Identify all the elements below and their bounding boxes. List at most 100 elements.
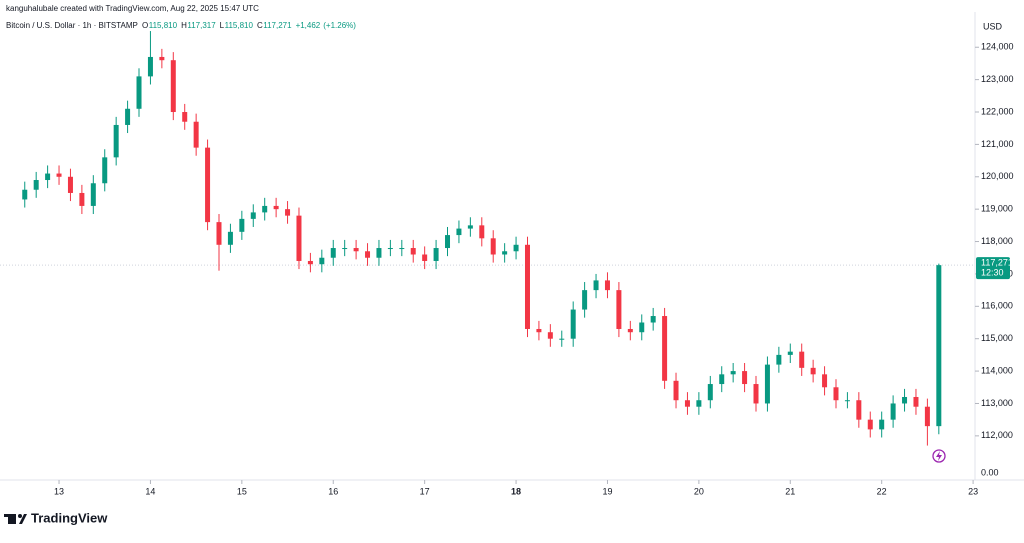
candle-body	[319, 257, 325, 265]
y-tick-label: 112,000	[981, 430, 1013, 440]
candle-body	[216, 222, 222, 245]
candle-body	[262, 205, 268, 213]
candle-body	[787, 351, 793, 355]
candle-body	[513, 244, 519, 252]
y-tick-label: 123,000	[981, 74, 1014, 84]
candle-body	[456, 228, 462, 236]
candle-body	[433, 248, 439, 261]
x-tick-label: 21	[785, 486, 795, 496]
candle-body	[410, 248, 416, 255]
candle-body	[936, 265, 942, 427]
candle-body	[536, 328, 542, 333]
candle-body	[662, 316, 668, 381]
candle-body	[296, 215, 302, 261]
candle-body	[90, 183, 96, 206]
candle-body	[673, 380, 679, 401]
candle-body	[490, 238, 496, 255]
legend-value: 117,317	[187, 21, 216, 30]
candle-body	[239, 218, 245, 232]
legend-key: O	[142, 21, 148, 30]
candle-body	[250, 212, 256, 219]
candle-body	[147, 56, 153, 77]
candle-body	[79, 192, 85, 206]
candle-body	[742, 371, 748, 385]
candle-body	[125, 108, 131, 125]
y-tick-label: 120,000	[981, 171, 1014, 181]
change: +1,462	[296, 21, 321, 30]
y-tick-label: 113,000	[981, 398, 1013, 408]
x-tick-label: 19	[602, 486, 612, 496]
candle-body	[604, 280, 610, 291]
candle-body	[902, 396, 908, 404]
candle-body	[524, 244, 530, 329]
legend-key: C	[257, 21, 263, 30]
candle-body	[822, 374, 828, 388]
candle-body	[182, 112, 188, 122]
x-tick-label: 15	[237, 486, 247, 496]
legend-value: 115,810	[225, 21, 254, 30]
candle-body	[616, 290, 622, 329]
candle-body	[684, 400, 690, 407]
candle-body	[844, 400, 850, 402]
y-tick-label: 121,000	[981, 139, 1014, 149]
brand: TradingView	[31, 510, 108, 525]
candle-body	[56, 173, 62, 177]
candle-body	[22, 189, 28, 200]
candle-body	[879, 419, 885, 430]
candle-body	[776, 354, 782, 365]
candle-body	[227, 231, 233, 245]
candle-body	[696, 400, 702, 407]
candle-body	[479, 225, 485, 239]
candle-body	[913, 396, 919, 407]
candle-body	[159, 56, 165, 61]
candle-body	[730, 371, 736, 375]
candle-body	[342, 248, 348, 250]
candle-body	[764, 364, 770, 404]
x-tick-label: 22	[877, 486, 887, 496]
candle-body	[810, 367, 816, 375]
candle-body	[285, 209, 291, 216]
y-tick-label: 115,000	[981, 333, 1013, 343]
candle-body	[867, 419, 873, 430]
candle-body	[422, 254, 428, 261]
candle-body	[753, 384, 759, 404]
candle-body	[799, 351, 805, 368]
candle-body	[273, 205, 279, 210]
y-tick-label: 116,000	[981, 301, 1013, 311]
candle-body	[365, 251, 371, 258]
candle-body	[559, 338, 565, 340]
last-price-tag	[976, 257, 1010, 280]
x-tick-label: 20	[694, 486, 704, 496]
candle-body	[707, 384, 713, 401]
candle-body	[102, 157, 108, 184]
candle-body	[353, 248, 359, 252]
candle-body	[467, 225, 473, 229]
change-pct: (+1.26%)	[323, 21, 356, 30]
candle-body	[570, 309, 576, 339]
logo: TradingView	[4, 510, 108, 525]
candle-body	[833, 387, 839, 401]
candle-body	[330, 248, 336, 258]
currency: USD	[983, 21, 1003, 31]
attribution: kanguhalubale created with TradingView.c…	[6, 4, 259, 13]
y-tick-label: 124,000	[981, 42, 1014, 52]
symbol: Bitcoin / U.S. Dollar · 1h · BITSTAMP	[6, 21, 138, 30]
candle-body	[205, 147, 211, 223]
candle-body	[445, 235, 451, 249]
candle-body	[719, 374, 725, 385]
legend-value: 115,810	[149, 21, 178, 30]
candle-body	[639, 322, 645, 333]
candle-body	[170, 60, 176, 113]
candle-body	[627, 328, 633, 333]
candle-body	[33, 180, 39, 190]
y-tick-label: 118,000	[981, 236, 1013, 246]
candle-body	[193, 121, 199, 148]
legend-key: L	[220, 21, 225, 30]
x-tick-label: 17	[420, 486, 430, 496]
candle-body	[136, 76, 142, 109]
candle-body	[45, 173, 51, 181]
candle-body	[582, 290, 588, 310]
x-tick-label: 16	[328, 486, 338, 496]
countdown: 12:30	[981, 268, 1004, 278]
